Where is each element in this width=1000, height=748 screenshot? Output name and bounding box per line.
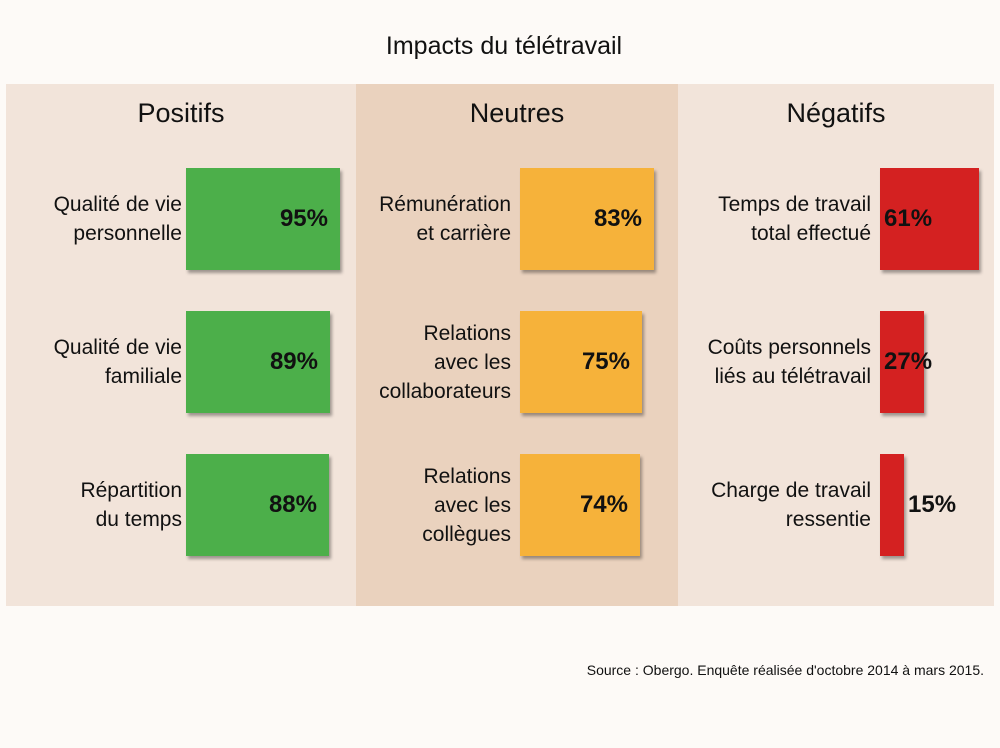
source-note: Source : Obergo. Enquête réalisée d'octo…: [586, 662, 984, 678]
bar: [186, 168, 340, 270]
bar: [186, 311, 330, 413]
bar-label-line: collègues: [422, 522, 511, 546]
panel-neutres: Neutres Rémunération et carrière 83% Relatio…: [356, 84, 678, 606]
bar-value-label: 83%: [593, 205, 642, 232]
column-heading: Neutres: [469, 98, 565, 128]
bar-label-line: Rémunération: [379, 193, 511, 216]
bar-label: Relations avec les collègues: [356, 454, 511, 556]
bar-label-line: Qualité de vie: [53, 193, 182, 216]
bar-label: Charge de travail ressentie: [678, 454, 871, 556]
bar-label: Temps de travail total effectué: [678, 168, 871, 270]
bar: [880, 168, 979, 270]
bar-label: Relations avec les collaborateurs: [356, 311, 511, 413]
column-heading: Positifs: [137, 98, 225, 128]
bar-label-line: et carrière: [416, 222, 511, 245]
bar-value-label: 89%: [269, 348, 318, 375]
bar-label: Répartition du temps: [6, 454, 182, 556]
panel-positifs: Positifs Qualité de vie personnelle 95% Qual…: [6, 84, 356, 606]
bar-label-line: du temps: [95, 508, 182, 531]
bar-label-line: Temps de travail: [718, 193, 871, 216]
bar: [880, 311, 924, 413]
bar-label: Coûts personnels liés au télétravail: [678, 311, 871, 413]
chart-title: Impacts du télétravail: [385, 32, 623, 60]
bar-value-label: 15%: [908, 491, 957, 518]
bar: [880, 454, 904, 556]
bar-label-line: collaborateurs: [379, 379, 511, 403]
bar-label-line: Relations: [423, 464, 511, 488]
bar-label-line: Coûts personnels: [707, 336, 871, 359]
bar-value-label: 27%: [884, 348, 933, 375]
bar: [520, 454, 640, 556]
panel-negatifs: Négatifs Temps de travail total effectué 61…: [678, 84, 994, 606]
bar-label: Qualité de vie familiale: [6, 311, 182, 413]
bar-value-label: 74%: [579, 491, 628, 518]
column-heading: Négatifs: [786, 98, 886, 128]
bar-label-line: total effectué: [751, 222, 871, 245]
bar-label-line: avec les: [433, 493, 511, 517]
bar-value-label: 95%: [279, 205, 328, 232]
bar: [520, 311, 642, 413]
bar-label: Rémunération et carrière: [356, 168, 511, 270]
bar-value-label: 75%: [581, 348, 630, 375]
bar-label-line: Qualité de vie: [53, 336, 182, 359]
bar-label: Qualité de vie personnelle: [6, 168, 182, 270]
bar-label-line: personnelle: [73, 222, 182, 245]
bar-label-line: Répartition: [80, 479, 182, 502]
bar-value-label: 61%: [884, 205, 933, 232]
bar-label-line: Relations: [423, 321, 511, 345]
bar-label-line: avec les: [433, 350, 511, 374]
bar-label-line: liés au télétravail: [714, 365, 871, 388]
bar-label-line: Charge de travail: [711, 479, 871, 502]
bar-label-line: familiale: [104, 365, 182, 388]
bar: [186, 454, 329, 556]
bar-value-label: 88%: [268, 491, 317, 518]
bar: [520, 168, 654, 270]
bar-label-line: ressentie: [785, 508, 871, 531]
